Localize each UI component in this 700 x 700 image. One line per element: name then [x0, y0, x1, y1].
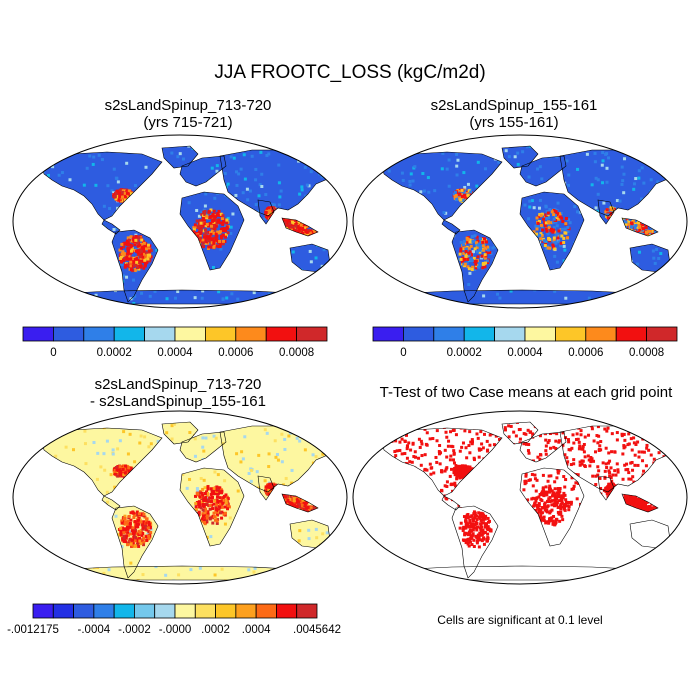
colorbar-panel-2 [372, 326, 678, 342]
panel-2-title-line1: s2sLandSpinup_155-161 [430, 97, 598, 114]
land-centralAm [442, 220, 460, 234]
colorbar-tick-label: 0.0002 [96, 347, 132, 359]
colorbar-swatch [494, 326, 526, 342]
colorbar-tick-label: -.0004 [77, 624, 111, 636]
land-europe [180, 156, 226, 186]
panel-1-title: s2sLandSpinup_713-720 (yrs 715-721) [28, 97, 348, 131]
colorbar-swatch [113, 326, 145, 342]
colorbar-swatch [83, 326, 115, 342]
colorbar-swatch [646, 326, 678, 342]
colorbar-swatch [296, 326, 328, 342]
land-australia [290, 244, 330, 272]
land-europe [520, 156, 566, 186]
panel-2-title: s2sLandSpinup_155-161 (yrs 155-161) [352, 97, 676, 131]
colorbar-swatch [204, 326, 237, 342]
colorbar-swatch [22, 326, 54, 342]
colorbar-tick-label: 0.0004 [507, 347, 543, 359]
map-panel-4 [352, 410, 688, 585]
figure-title: JJA FROOTC_LOSS (kgC/m2d) [214, 62, 486, 83]
colorbar-swatch [463, 326, 495, 342]
colorbar-swatch [372, 326, 404, 342]
colorbar-swatch [144, 326, 176, 342]
colorbar-tick-label: 0.0002 [446, 347, 482, 359]
panel-4-title: T-Test of two Case means at each grid po… [352, 384, 700, 401]
colorbar-swatch [52, 603, 74, 619]
colorbar-tick-label: 0 [400, 347, 407, 359]
colorbar-tick-label: 0.0006 [568, 347, 604, 359]
colorbar-panel-1 [22, 326, 328, 342]
colorbar-tick-label: -.0012175 [7, 624, 59, 636]
land-africa [520, 468, 584, 546]
colorbar-swatch [154, 603, 176, 619]
colorbar-swatch [255, 603, 277, 619]
land-europe [520, 432, 566, 462]
land-northAmerica [42, 152, 162, 220]
colorbar-tick-label: 0.0004 [157, 347, 193, 359]
colorbar-swatch [235, 326, 267, 342]
colorbar-tick-label: .0002 [201, 624, 230, 636]
land-northAmerica [382, 152, 502, 220]
colorbar-swatch [73, 603, 95, 619]
colorbar-swatch [235, 603, 257, 619]
colorbar-swatch [113, 603, 135, 619]
colorbar-swatch [554, 326, 587, 342]
colorbar-panel-3 [32, 603, 318, 619]
colorbar-tick-label: -.0000 [158, 624, 192, 636]
panel-1-title-line1: s2sLandSpinup_713-720 [104, 97, 272, 114]
colorbar-tick-label: 0.0008 [629, 347, 665, 359]
colorbar-swatch [296, 603, 318, 619]
colorbar-swatch [134, 603, 156, 619]
panel-3-title-line1: s2sLandSpinup_713-720 [94, 376, 262, 393]
map-panel-2 [352, 134, 688, 309]
land-australia [630, 520, 670, 548]
colorbar-tick-label: 0 [50, 347, 57, 359]
map-panel-1 [12, 134, 348, 309]
colorbar-swatch [524, 326, 556, 342]
colorbar-tick-label: 0.0008 [279, 347, 315, 359]
colorbar-swatch [433, 326, 465, 342]
panel-3-title: s2sLandSpinup_713-720 - s2sLandSpinup_15… [18, 376, 338, 410]
land-centralAm [102, 496, 120, 510]
colorbar-tick-label: .0045642 [293, 624, 341, 636]
land-greenland [502, 146, 538, 168]
map-panel-3 [12, 410, 348, 585]
colorbar-swatch [585, 326, 617, 342]
colorbar-swatch [32, 603, 54, 619]
colorbar-swatch [174, 603, 196, 619]
colorbar-swatch [615, 326, 647, 342]
colorbar-swatch [93, 603, 115, 619]
colorbar-tick-label: -.0002 [118, 624, 151, 636]
panel-1-title-line2: (yrs 715-721) [143, 114, 233, 131]
colorbar-swatch [215, 603, 237, 619]
colorbar-tick-label: 0.0006 [218, 347, 254, 359]
land-greenland [162, 146, 198, 168]
colorbar-tick-label: .0004 [241, 624, 271, 636]
panel-4-title-line1: T-Test of two Case means at each grid po… [379, 384, 673, 401]
colorbar-swatch [265, 326, 297, 342]
land-northAmerica [42, 428, 162, 496]
colorbar-swatch [174, 326, 206, 342]
panel-2-title-line2: (yrs 155-161) [469, 114, 559, 131]
colorbar-swatch [402, 326, 435, 342]
colorbar-swatch [276, 603, 298, 619]
panel-3-title-line2: - s2sLandSpinup_155-161 [90, 393, 266, 410]
colorbar-swatch [52, 326, 85, 342]
significance-note: Cells are significant at 0.1 level [437, 613, 603, 627]
colorbar-swatch [194, 603, 216, 619]
